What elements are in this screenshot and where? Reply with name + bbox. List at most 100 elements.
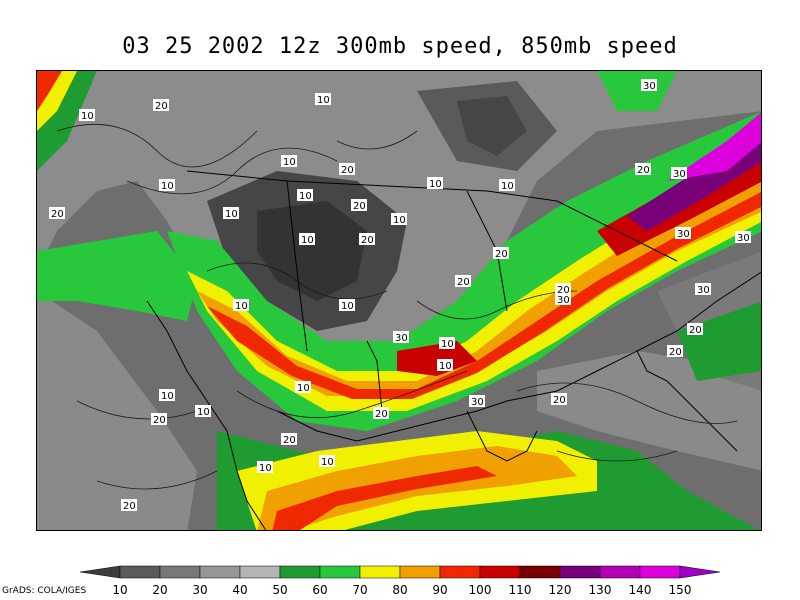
colorbar-swatch <box>639 565 681 579</box>
svg-text:10: 10 <box>341 301 354 312</box>
colorbar-swatch <box>159 565 201 579</box>
contour-label: 10 <box>195 405 211 418</box>
green-band-jet <box>167 111 761 431</box>
svg-text:30: 30 <box>677 229 690 240</box>
contour-label: 20 <box>153 99 169 112</box>
magenta-band-ne <box>667 112 761 181</box>
svg-text:30: 30 <box>673 169 686 180</box>
svg-text:20: 20 <box>123 501 136 512</box>
colorbar-tick-label: 90 <box>432 583 447 597</box>
colorbar-tick-label: 40 <box>232 583 247 597</box>
colorbar-swatch <box>479 565 521 579</box>
colorbar-swatch <box>319 565 361 579</box>
colorbar-swatch <box>559 565 601 579</box>
colorbar-swatch <box>359 565 401 579</box>
contour-label: 30 <box>735 231 751 244</box>
contour-label: 10 <box>257 461 273 474</box>
colorbar-arrow-low <box>79 565 121 579</box>
svg-text:30: 30 <box>697 285 710 296</box>
colorbar-tick-label: 10 <box>112 583 127 597</box>
contour-label: 30 <box>555 293 571 306</box>
svg-text:10: 10 <box>283 157 296 168</box>
grads-credit: GrADS: COLA/IGES <box>2 586 87 596</box>
svg-text:10: 10 <box>299 191 312 202</box>
contour-label: 10 <box>159 179 175 192</box>
svg-text:10: 10 <box>501 181 514 192</box>
svg-text:10: 10 <box>393 215 406 226</box>
gray-region-ne-dark <box>457 96 527 156</box>
svg-text:20: 20 <box>341 165 354 176</box>
colorbar-tick-label: 30 <box>192 583 207 597</box>
darkred-core-plains <box>397 341 477 376</box>
svg-text:20: 20 <box>689 325 702 336</box>
colorbar-tick-label: 80 <box>392 583 407 597</box>
svg-text:10: 10 <box>161 181 174 192</box>
svg-text:10: 10 <box>439 361 452 372</box>
contour-label: 20 <box>493 247 509 260</box>
contour-lines <box>56 123 738 490</box>
green-band-atlantic <box>677 301 761 381</box>
svg-text:30: 30 <box>643 81 656 92</box>
contour-label: 10 <box>339 299 355 312</box>
contour-label: 10 <box>499 179 515 192</box>
contour-label: 20 <box>121 499 137 512</box>
orange-band-jet <box>197 172 761 396</box>
contour-label: 10 <box>319 455 335 468</box>
contour-label: 10 <box>427 177 443 190</box>
wind-speed-map: 10 20 10 30 10 20 10 10 10 10 20 10 20 3… <box>36 70 762 531</box>
svg-text:10: 10 <box>301 235 314 246</box>
red-band-jet <box>207 192 761 399</box>
svg-text:20: 20 <box>155 101 168 112</box>
map-outlines <box>146 170 761 530</box>
colorbar-swatch <box>279 565 321 579</box>
contour-label: 10 <box>299 233 315 246</box>
contour-label: 20 <box>551 393 567 406</box>
gray-region-west-light <box>37 291 197 530</box>
colorbar-swatch <box>119 565 161 579</box>
svg-text:20: 20 <box>375 409 388 420</box>
svg-text:10: 10 <box>81 111 94 122</box>
svg-text:20: 20 <box>353 201 366 212</box>
svg-text:20: 20 <box>153 415 166 426</box>
colorbar-swatch <box>239 565 281 579</box>
svg-text:20: 20 <box>669 347 682 358</box>
colorbar-swatch <box>519 565 561 579</box>
svg-text:20: 20 <box>557 285 570 296</box>
contour-label: 30 <box>671 167 687 180</box>
svg-text:20: 20 <box>457 277 470 288</box>
contour-label: 20 <box>339 163 355 176</box>
contour-label: 10 <box>437 359 453 372</box>
contour-label: 20 <box>359 233 375 246</box>
contour-label: 10 <box>79 109 95 122</box>
svg-text:30: 30 <box>395 333 408 344</box>
contour-label: 10 <box>159 389 175 402</box>
colorbar-tick-label: 100 <box>469 583 492 597</box>
svg-text:30: 30 <box>471 397 484 408</box>
svg-text:20: 20 <box>637 165 650 176</box>
map-title: 03 25 2002 12z 300mb speed, 850mb speed <box>122 34 678 59</box>
contour-label: 20 <box>667 345 683 358</box>
colorbar-tick-label: 20 <box>152 583 167 597</box>
color-scale-bar: 10 20 30 40 50 60 70 80 90 100 110 120 130 140 150 <box>79 565 721 597</box>
contour-label: 10 <box>391 213 407 226</box>
svg-text:20: 20 <box>495 249 508 260</box>
contour-label: 10 <box>315 93 331 106</box>
colorbar-tick-label: 110 <box>509 583 532 597</box>
contour-label: 20 <box>455 275 471 288</box>
svg-text:20: 20 <box>51 209 64 220</box>
colorbar-tick-label: 70 <box>352 583 367 597</box>
colorbar-tick-label: 130 <box>589 583 612 597</box>
contour-label: 30 <box>675 227 691 240</box>
contour-label: 10 <box>295 381 311 394</box>
gray-region-gulf <box>537 351 761 471</box>
green-band-west <box>37 231 197 321</box>
svg-text:10: 10 <box>235 301 248 312</box>
svg-text:10: 10 <box>225 209 238 220</box>
svg-text:10: 10 <box>429 179 442 190</box>
contour-label: 10 <box>297 189 313 202</box>
svg-text:10: 10 <box>321 457 334 468</box>
colorbar-tick-label: 140 <box>629 583 652 597</box>
contour-label: 30 <box>469 395 485 408</box>
red-band-nw <box>37 71 62 111</box>
colorbar-swatch <box>399 565 441 579</box>
